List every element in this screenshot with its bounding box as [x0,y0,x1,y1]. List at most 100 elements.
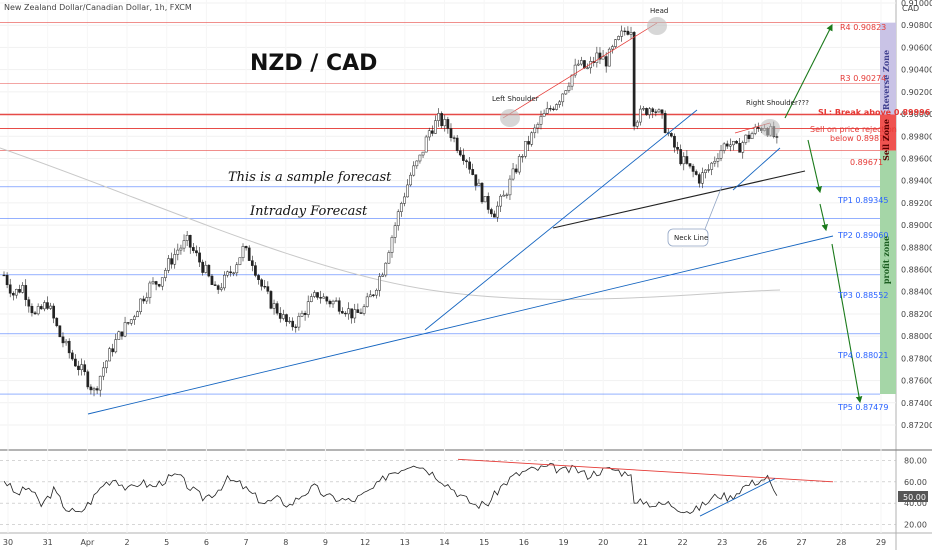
candle-down [191,247,195,251]
candle-down [548,108,552,110]
candle-up [744,134,748,143]
candle-up [309,296,313,302]
intraday-note: Intraday Forecast [249,204,368,219]
candle-down [660,109,664,114]
candle-down [725,143,729,147]
candle-up [43,302,46,310]
moving-average [0,147,781,300]
candle-up [148,282,152,298]
time-tick-label: 31 [43,538,53,547]
rsi-line [3,462,778,514]
candle-up [288,320,291,323]
candle-down [474,174,478,186]
time-tick-label: 30 [3,538,13,547]
price-tick-label: 0.89000 [901,221,932,230]
candle-up [151,281,155,284]
forecast-arrows [784,24,863,404]
long-trendline [87,235,834,415]
candle-down [645,108,648,115]
candle-up [555,104,558,110]
candle-up [164,270,167,278]
candle-down [142,298,146,302]
candle-down [372,294,375,296]
candle-up [173,254,177,265]
forecast-arrow [807,139,822,194]
candle-down [294,326,298,328]
price-tick-label: 0.90200 [901,88,932,97]
candle-down [111,348,114,353]
moving-average-line [0,147,781,300]
candle-up [496,205,499,218]
candle-up [415,160,419,167]
candle-down [775,136,779,138]
head-connector [502,22,658,119]
candle-down [5,274,9,286]
candle-up [145,297,149,302]
candle-down [623,30,627,33]
candle-up [384,262,388,276]
candle-down [356,309,360,313]
candle-down [170,258,173,265]
candle-up [564,90,568,95]
sell-on-label: Sell on price rejection [810,125,897,134]
candle-down [462,154,465,161]
candle-up [387,252,391,264]
rsi-support-line [699,478,776,517]
candle-up [232,272,236,274]
candle-up [92,388,96,391]
candle-up [483,196,487,203]
currency-label: CAD [902,4,919,13]
candle-down [471,169,475,175]
price-tick-label: 0.89600 [901,154,932,163]
candle-up [719,150,723,159]
candle-up [517,156,521,173]
candle-up [750,133,754,139]
candle-up [114,339,118,353]
candle-down [319,297,322,299]
candle-up [576,63,580,66]
candle-down [676,146,679,150]
candle-down [46,302,49,309]
time-tick-label: Apr [80,538,95,547]
candle-up [499,195,502,207]
rsi-current-tag [898,491,928,502]
forecast-arrow [831,243,863,404]
candle-up [477,182,481,186]
candle-down [257,275,260,280]
candle-up [437,113,440,121]
candle-up [297,316,301,328]
candle-down [188,234,192,248]
rsi-tick-label: 40.00 [904,499,927,508]
left-shoulder-label: Left Shoulder [492,95,539,103]
candle-down [275,303,279,314]
candle-up [223,274,226,289]
forecast-arrow [819,203,828,232]
candle-up [505,194,509,196]
candle-up [108,348,111,362]
candle-up [98,375,102,391]
candle-up [579,60,583,65]
price-tick-labels: 0.91000 0.90800 0.90600 0.90400 0.90200 0.900… [901,0,932,430]
candle-down [229,271,232,274]
candle-down [70,352,74,360]
time-tick-label: 9 [323,538,328,547]
candle-down [465,160,468,163]
candle-down [83,364,87,372]
profit-zone-bar [880,150,896,395]
candle-up [607,48,611,67]
sell-zone-bar [880,114,896,151]
candle-up [313,292,316,297]
candle-up [722,143,726,151]
candle-down [213,284,217,286]
candle-up [64,340,68,344]
candle-up [101,367,105,377]
candle-up [648,108,651,115]
time-tick-label: 14 [439,538,449,547]
candle-up [136,311,139,318]
candle-up [117,331,121,340]
candle-down [198,252,201,263]
candle-up [399,203,403,212]
profit-zone-label: profit zone [881,236,891,284]
time-tick-label: 7 [244,538,249,547]
